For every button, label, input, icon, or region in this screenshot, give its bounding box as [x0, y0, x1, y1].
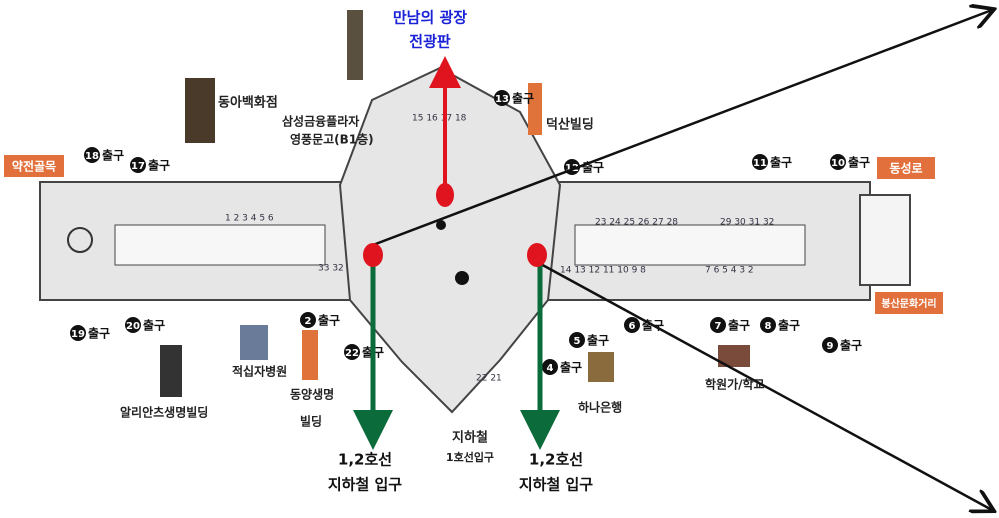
- building-name: 하나은행: [578, 400, 622, 415]
- exit-number: 6: [629, 321, 636, 332]
- exit-number: 5: [574, 336, 581, 347]
- building-name: 삼성금융플라자: [282, 114, 359, 129]
- line1-label: 지하철: [452, 430, 488, 446]
- shop-numbers: 33 32: [318, 264, 344, 274]
- building-name: 알리안츠생명빌딩: [120, 405, 208, 420]
- building-name: 동양생명: [290, 387, 334, 402]
- street-name: 봉산문화거리: [881, 297, 936, 310]
- subway-label: 지하철 입구: [328, 476, 402, 494]
- exit-number: 8: [765, 321, 772, 332]
- exit-label: 출구: [560, 360, 582, 375]
- location-marker: [363, 243, 383, 267]
- plaza-label: 전광판: [409, 33, 451, 51]
- subway-label: 1,2호선: [338, 451, 392, 469]
- shop-numbers: 7 6 5 4 3 2: [705, 266, 754, 276]
- building-name: 동아백화점: [218, 95, 278, 111]
- exit-number: 10: [831, 158, 845, 169]
- plaza-label: 만남의 광장: [393, 9, 467, 27]
- line1-label: 1호선입구: [446, 450, 494, 464]
- building-icon: [160, 345, 182, 397]
- building-name: 빌딩: [300, 414, 322, 429]
- exit-number: 22: [345, 348, 359, 359]
- building-name: 덕산빌딩: [546, 117, 594, 133]
- exit-label: 출구: [840, 338, 862, 353]
- building-icon: [240, 325, 268, 360]
- exit-number: 11: [753, 158, 767, 169]
- shop-numbers: 23 24 25 26 27 28: [595, 218, 678, 228]
- exit-number: 17: [131, 161, 145, 172]
- street-name: 약전골목: [12, 159, 56, 174]
- exit-number: 18: [85, 151, 99, 162]
- building-icon: [302, 330, 318, 380]
- subway-label: 1,2호선: [529, 451, 583, 469]
- map: 1 2 3 4 5 6 23 24 25 26 27 28 29 30 31 3…: [0, 0, 999, 518]
- east-end: [860, 195, 910, 285]
- exit-label: 출구: [148, 158, 170, 173]
- building-name: 영풍문고(B1층): [290, 132, 374, 147]
- exit-number: 9: [827, 341, 834, 352]
- building-icon: [347, 10, 363, 80]
- exit-label: 출구: [143, 318, 165, 333]
- subway-label: 지하철 입구: [519, 476, 593, 494]
- exit-number: 7: [715, 321, 722, 332]
- exit-label: 출구: [102, 148, 124, 163]
- shop-numbers: 29 30 31 32: [720, 218, 774, 228]
- exit-label: 출구: [770, 155, 792, 170]
- shop-numbers: 15 16 17 18: [412, 114, 467, 124]
- exit-label: 출구: [778, 318, 800, 333]
- building-name: 학원가/학교: [705, 377, 765, 392]
- location-marker: [527, 243, 547, 267]
- exit-label: 출구: [587, 333, 609, 348]
- exit-number: 2: [305, 316, 312, 327]
- exit-number: 4: [547, 363, 554, 374]
- pillar: [455, 271, 469, 285]
- shop-block: [115, 225, 325, 265]
- shop-numbers: 14 13 12 11 10 9 8: [560, 266, 646, 276]
- exit-label: 출구: [848, 155, 870, 170]
- shop-numbers: 1 2 3 4 5 6: [225, 214, 274, 224]
- building-name: 적십자병원: [232, 364, 287, 379]
- shop-block: [575, 225, 805, 265]
- building-icon: [185, 78, 215, 143]
- exit-label: 출구: [512, 91, 534, 106]
- location-marker: [436, 183, 454, 207]
- exit-number: 19: [71, 329, 85, 340]
- building-icon: [588, 352, 614, 382]
- shop-numbers: 22 21: [476, 374, 502, 384]
- exit-number: 20: [126, 321, 140, 332]
- exit-label: 출구: [88, 326, 110, 341]
- exit-label: 출구: [728, 318, 750, 333]
- exit-number: 13: [495, 94, 509, 105]
- exit-label: 출구: [318, 313, 340, 328]
- street-name: 동성로: [889, 162, 922, 176]
